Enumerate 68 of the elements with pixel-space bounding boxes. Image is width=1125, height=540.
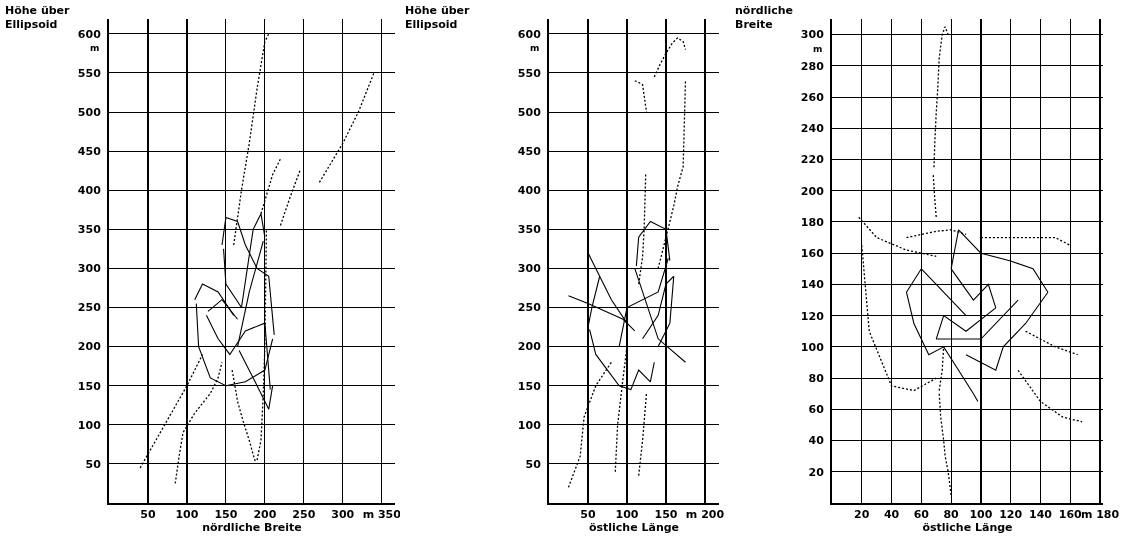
x-tick-label: m 180 (1080, 508, 1120, 522)
y-tick-label: 260 (800, 90, 825, 104)
x-axis-title: nördliche Breite (202, 521, 302, 535)
y-tick-label: 280 (800, 59, 825, 73)
y-tick-label: 350 (517, 223, 542, 237)
y-tick-label: 400 (517, 184, 542, 198)
y-tick-label: 180 (800, 215, 825, 229)
x-tick-label: 50 (140, 508, 156, 522)
y-axis-title: Höhe über Ellipsoid (405, 4, 471, 32)
y-tick-label: 600 (77, 27, 102, 41)
y-tick-label: 550 (517, 66, 542, 80)
y-tick-label: 50 (85, 457, 102, 471)
y-tick-label: 100 (517, 418, 542, 432)
y-tick-label: 150 (77, 379, 102, 393)
x-tick-label: 150 (214, 508, 238, 522)
y-tick-label: 50 (525, 457, 542, 471)
y-tick-label: 80 (808, 371, 825, 385)
x-tick-label: 20 (854, 508, 870, 522)
x-tick-label: 150 (654, 508, 678, 522)
x-tick-label: 120 (999, 508, 1023, 522)
x-tick-label: 80 (943, 508, 960, 522)
y-axis-title: Höhe über Ellipsoid (5, 4, 71, 32)
y-tick-label: 400 (77, 184, 102, 198)
y-tick-label: 450 (77, 144, 102, 158)
y-axis-title: nördliche Breite (735, 4, 794, 32)
y-tick-label: 240 (800, 122, 825, 136)
x-tick-label: 100 (615, 508, 639, 522)
x-tick-label: m 350 (362, 508, 402, 522)
y-tick-label: 140 (800, 278, 825, 292)
y-tick-label: 250 (517, 301, 542, 315)
y-tick-label: 450 (517, 144, 542, 158)
x-axis-title: östliche Länge (588, 521, 680, 535)
y-tick-label: 200 (517, 340, 542, 354)
y-tick-label: 350 (77, 223, 102, 237)
y-tick-label: 200 (77, 340, 102, 354)
y-tick-label: 100 (800, 340, 825, 354)
text: m (530, 43, 540, 53)
x-tick-label: 140 (1028, 508, 1053, 522)
y-tick-label: 220 (800, 153, 825, 167)
y-tick-label: 40 (808, 434, 825, 448)
x-tick-label: 300 (331, 508, 355, 522)
x-tick-label: 50 (580, 508, 596, 522)
x-tick-label: 40 (883, 508, 900, 522)
x-tick-label: 200 (253, 508, 277, 522)
y-tick-label: 150 (517, 379, 542, 393)
y-tick-label: 500 (77, 105, 102, 119)
y-tick-label: 250 (77, 301, 102, 315)
text: m (813, 44, 823, 54)
y-tick-label: 500 (517, 105, 542, 119)
x-axis-title: östliche Länge (922, 521, 1013, 535)
y-tick-label: 20 (808, 465, 825, 479)
y-tick-label: 300 (517, 262, 542, 276)
x-tick-label: 160 (1058, 508, 1083, 522)
y-tick-label: 300 (800, 28, 825, 42)
y-tick-label: 200 (800, 184, 825, 198)
x-tick-label: m 200 (685, 508, 725, 522)
y-tick-label: 100 (77, 418, 102, 432)
y-tick-label: 60 (808, 403, 825, 417)
y-tick-label: 300 (77, 262, 102, 276)
x-tick-label: 100 (175, 508, 199, 522)
text: m (90, 43, 100, 53)
y-tick-label: 120 (800, 309, 825, 323)
x-tick-label: 100 (969, 508, 993, 522)
x-tick-label: 60 (913, 508, 930, 522)
y-tick-label: 160 (800, 247, 825, 261)
x-tick-label: 250 (292, 508, 316, 522)
y-tick-label: 600 (517, 27, 542, 41)
y-tick-label: 550 (77, 66, 102, 80)
